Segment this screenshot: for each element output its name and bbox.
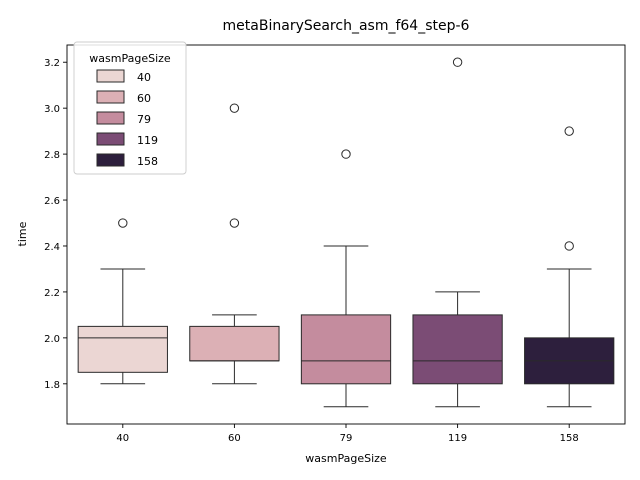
- legend-swatch: [96, 132, 125, 146]
- plot-area: [77, 57, 615, 408]
- legend-label: 119: [137, 134, 158, 147]
- outlier-point: [564, 241, 574, 251]
- legend-label: 40: [137, 71, 151, 84]
- outlier-point: [452, 57, 463, 67]
- x-axis-label: wasmPageSize: [305, 452, 387, 465]
- legend-swatch: [96, 69, 125, 83]
- box-group-60: [189, 103, 280, 385]
- y-tick-label: 2.2: [44, 288, 60, 299]
- box: [412, 314, 503, 385]
- x-tick-label: 79: [340, 433, 353, 444]
- outlier-point: [229, 218, 240, 228]
- box-group-79: [300, 149, 392, 408]
- box-group-40: [77, 218, 168, 385]
- x-tick-label: 60: [228, 433, 241, 444]
- legend-label: 60: [137, 92, 151, 105]
- legend-items: 40 60 79 119 158: [96, 69, 158, 168]
- y-axis-label: time: [16, 221, 29, 246]
- y-tick-label: 2.4: [44, 242, 60, 253]
- box-group-158: [524, 126, 615, 408]
- x-tick-label: 40: [116, 433, 129, 444]
- legend: wasmPageSize 40 60 79 119 158: [73, 41, 187, 175]
- legend-label: 79: [137, 113, 151, 126]
- x-axis: 40 60 79 119 158: [116, 424, 579, 444]
- box: [77, 325, 168, 373]
- outlier-point: [229, 103, 240, 113]
- box: [189, 325, 280, 362]
- y-tick-label: 3.0: [44, 104, 60, 115]
- x-tick-label: 158: [560, 433, 579, 444]
- box-group-119: [412, 57, 503, 408]
- x-tick-label: 119: [448, 433, 467, 444]
- y-tick-label: 1.8: [44, 380, 60, 391]
- y-axis: 1.8 2.0 2.2 2.4 2.6 2.8 3.0 3.2: [44, 58, 67, 391]
- y-tick-label: 2.6: [44, 196, 60, 207]
- legend-swatch: [96, 153, 125, 167]
- legend-label: 158: [137, 155, 158, 168]
- outlier-point: [564, 126, 574, 136]
- outlier-point: [118, 218, 128, 228]
- chart-title: metaBinarySearch_asm_f64_step-6: [223, 18, 470, 34]
- legend-swatch: [96, 90, 125, 104]
- y-tick-label: 2.8: [44, 150, 60, 161]
- legend-title: wasmPageSize: [89, 52, 171, 65]
- outlier-point: [341, 149, 351, 159]
- y-tick-label: 2.0: [44, 334, 60, 345]
- box: [300, 314, 392, 385]
- legend-swatch: [96, 111, 125, 125]
- y-tick-label: 3.2: [44, 58, 60, 69]
